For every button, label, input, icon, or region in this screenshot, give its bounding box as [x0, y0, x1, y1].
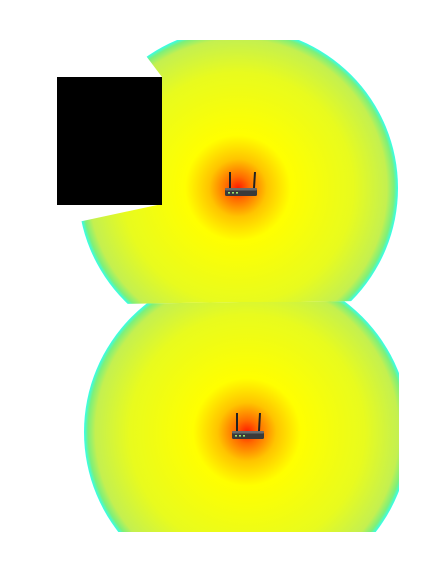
coverage-bottom	[84, 301, 399, 532]
router-icon	[232, 412, 264, 439]
router-bottom[interactable]	[232, 412, 264, 439]
router-icon	[225, 171, 257, 196]
wall-block	[57, 77, 162, 205]
router-top[interactable]	[225, 171, 257, 196]
